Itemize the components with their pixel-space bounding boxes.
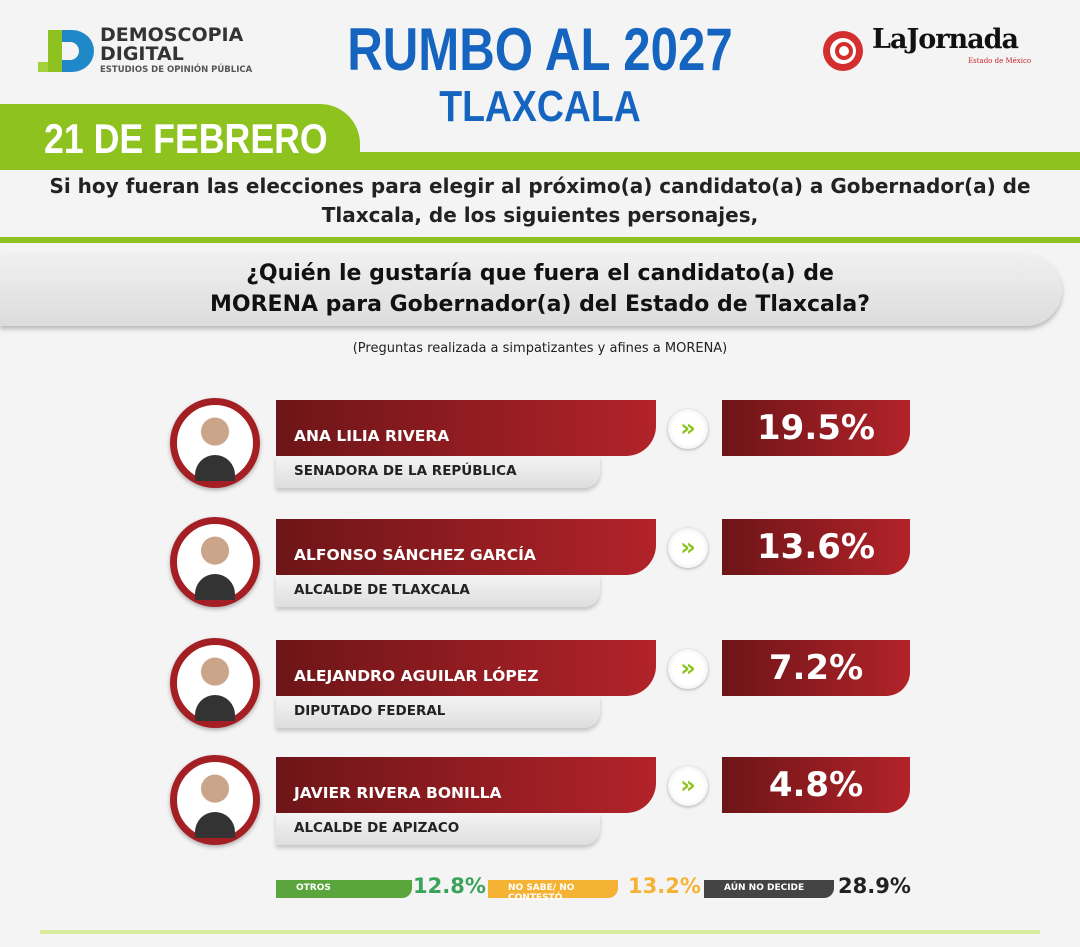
brand-name-2: DIGITAL — [100, 43, 184, 65]
demoscopia-logo-icon — [38, 30, 94, 72]
partner-subtitle: Estado de México — [968, 57, 1032, 65]
divider — [0, 237, 1080, 243]
avatar — [195, 455, 235, 481]
candidate-name: ALEJANDRO AGUILAR LÓPEZ — [276, 640, 656, 696]
candidate-row: JAVIER RIVERA BONILLA ALCALDE DE APIZACO… — [0, 755, 1080, 867]
brand-name-1: DEMOSCOPIA — [100, 24, 244, 46]
avatar — [195, 695, 235, 721]
candidate-row: ANA LILIA RIVERA SENADORA DE LA REPÚBLIC… — [0, 398, 1080, 510]
divider — [40, 930, 1040, 934]
other-value: 28.9% — [838, 874, 911, 898]
candidate-row: ALEJANDRO AGUILAR LÓPEZ DIPUTADO FEDERAL… — [0, 638, 1080, 750]
avatar — [195, 574, 235, 600]
brand-tagline: ESTUDIOS DE OPINIÓN PÚBLICA — [100, 65, 253, 75]
candidate-name: JAVIER RIVERA BONILLA — [276, 757, 656, 813]
date-label: 21 DE FEBRERO — [44, 115, 328, 162]
percentage-value: 13.6% — [722, 519, 910, 575]
double-chevron-right-icon: » — [668, 409, 708, 449]
candidate-role: ALCALDE DE TLAXCALA — [276, 575, 600, 607]
la-jornada-sun-icon — [823, 31, 863, 71]
intro-text: Si hoy fueran las elecciones para elegir… — [49, 174, 1031, 227]
candidate-photo — [170, 755, 260, 845]
other-value: 13.2% — [628, 874, 701, 898]
page-title: RUMBO AL 2027 — [347, 16, 733, 83]
candidate-photo — [170, 638, 260, 728]
avatar — [195, 812, 235, 838]
other-label: NO SABE/ NO CONTESTÓ — [488, 880, 618, 903]
partner-logo: LaJornada — [872, 24, 1019, 55]
candidate-role: DIPUTADO FEDERAL — [276, 696, 600, 728]
question-box — [0, 254, 1062, 326]
percentage-value: 19.5% — [722, 400, 910, 456]
candidate-name: ALFONSO SÁNCHEZ GARCÍA — [276, 519, 656, 575]
other-value: 12.8% — [413, 874, 486, 898]
candidate-photo — [170, 517, 260, 607]
double-chevron-right-icon: » — [668, 649, 708, 689]
other-label: OTROS — [276, 880, 412, 898]
other-label: AÚN NO DECIDE — [704, 880, 834, 898]
page-subtitle: TLAXCALA — [439, 82, 641, 131]
question-text: ¿Quién le gustaría que fuera el candidat… — [210, 261, 870, 317]
candidate-name: ANA LILIA RIVERA — [276, 400, 656, 456]
candidate-photo — [170, 398, 260, 488]
divider — [0, 152, 1080, 170]
percentage-value: 7.2% — [722, 640, 910, 696]
candidate-row: ALFONSO SÁNCHEZ GARCÍA ALCALDE DE TLAXCA… — [0, 517, 1080, 629]
double-chevron-right-icon: » — [668, 766, 708, 806]
percentage-value: 4.8% — [722, 757, 910, 813]
sample-note: (Preguntas realizada a simpatizantes y a… — [352, 341, 728, 356]
double-chevron-right-icon: » — [668, 528, 708, 568]
candidate-role: ALCALDE DE APIZACO — [276, 813, 600, 845]
candidate-role: SENADORA DE LA REPÚBLICA — [276, 456, 600, 488]
